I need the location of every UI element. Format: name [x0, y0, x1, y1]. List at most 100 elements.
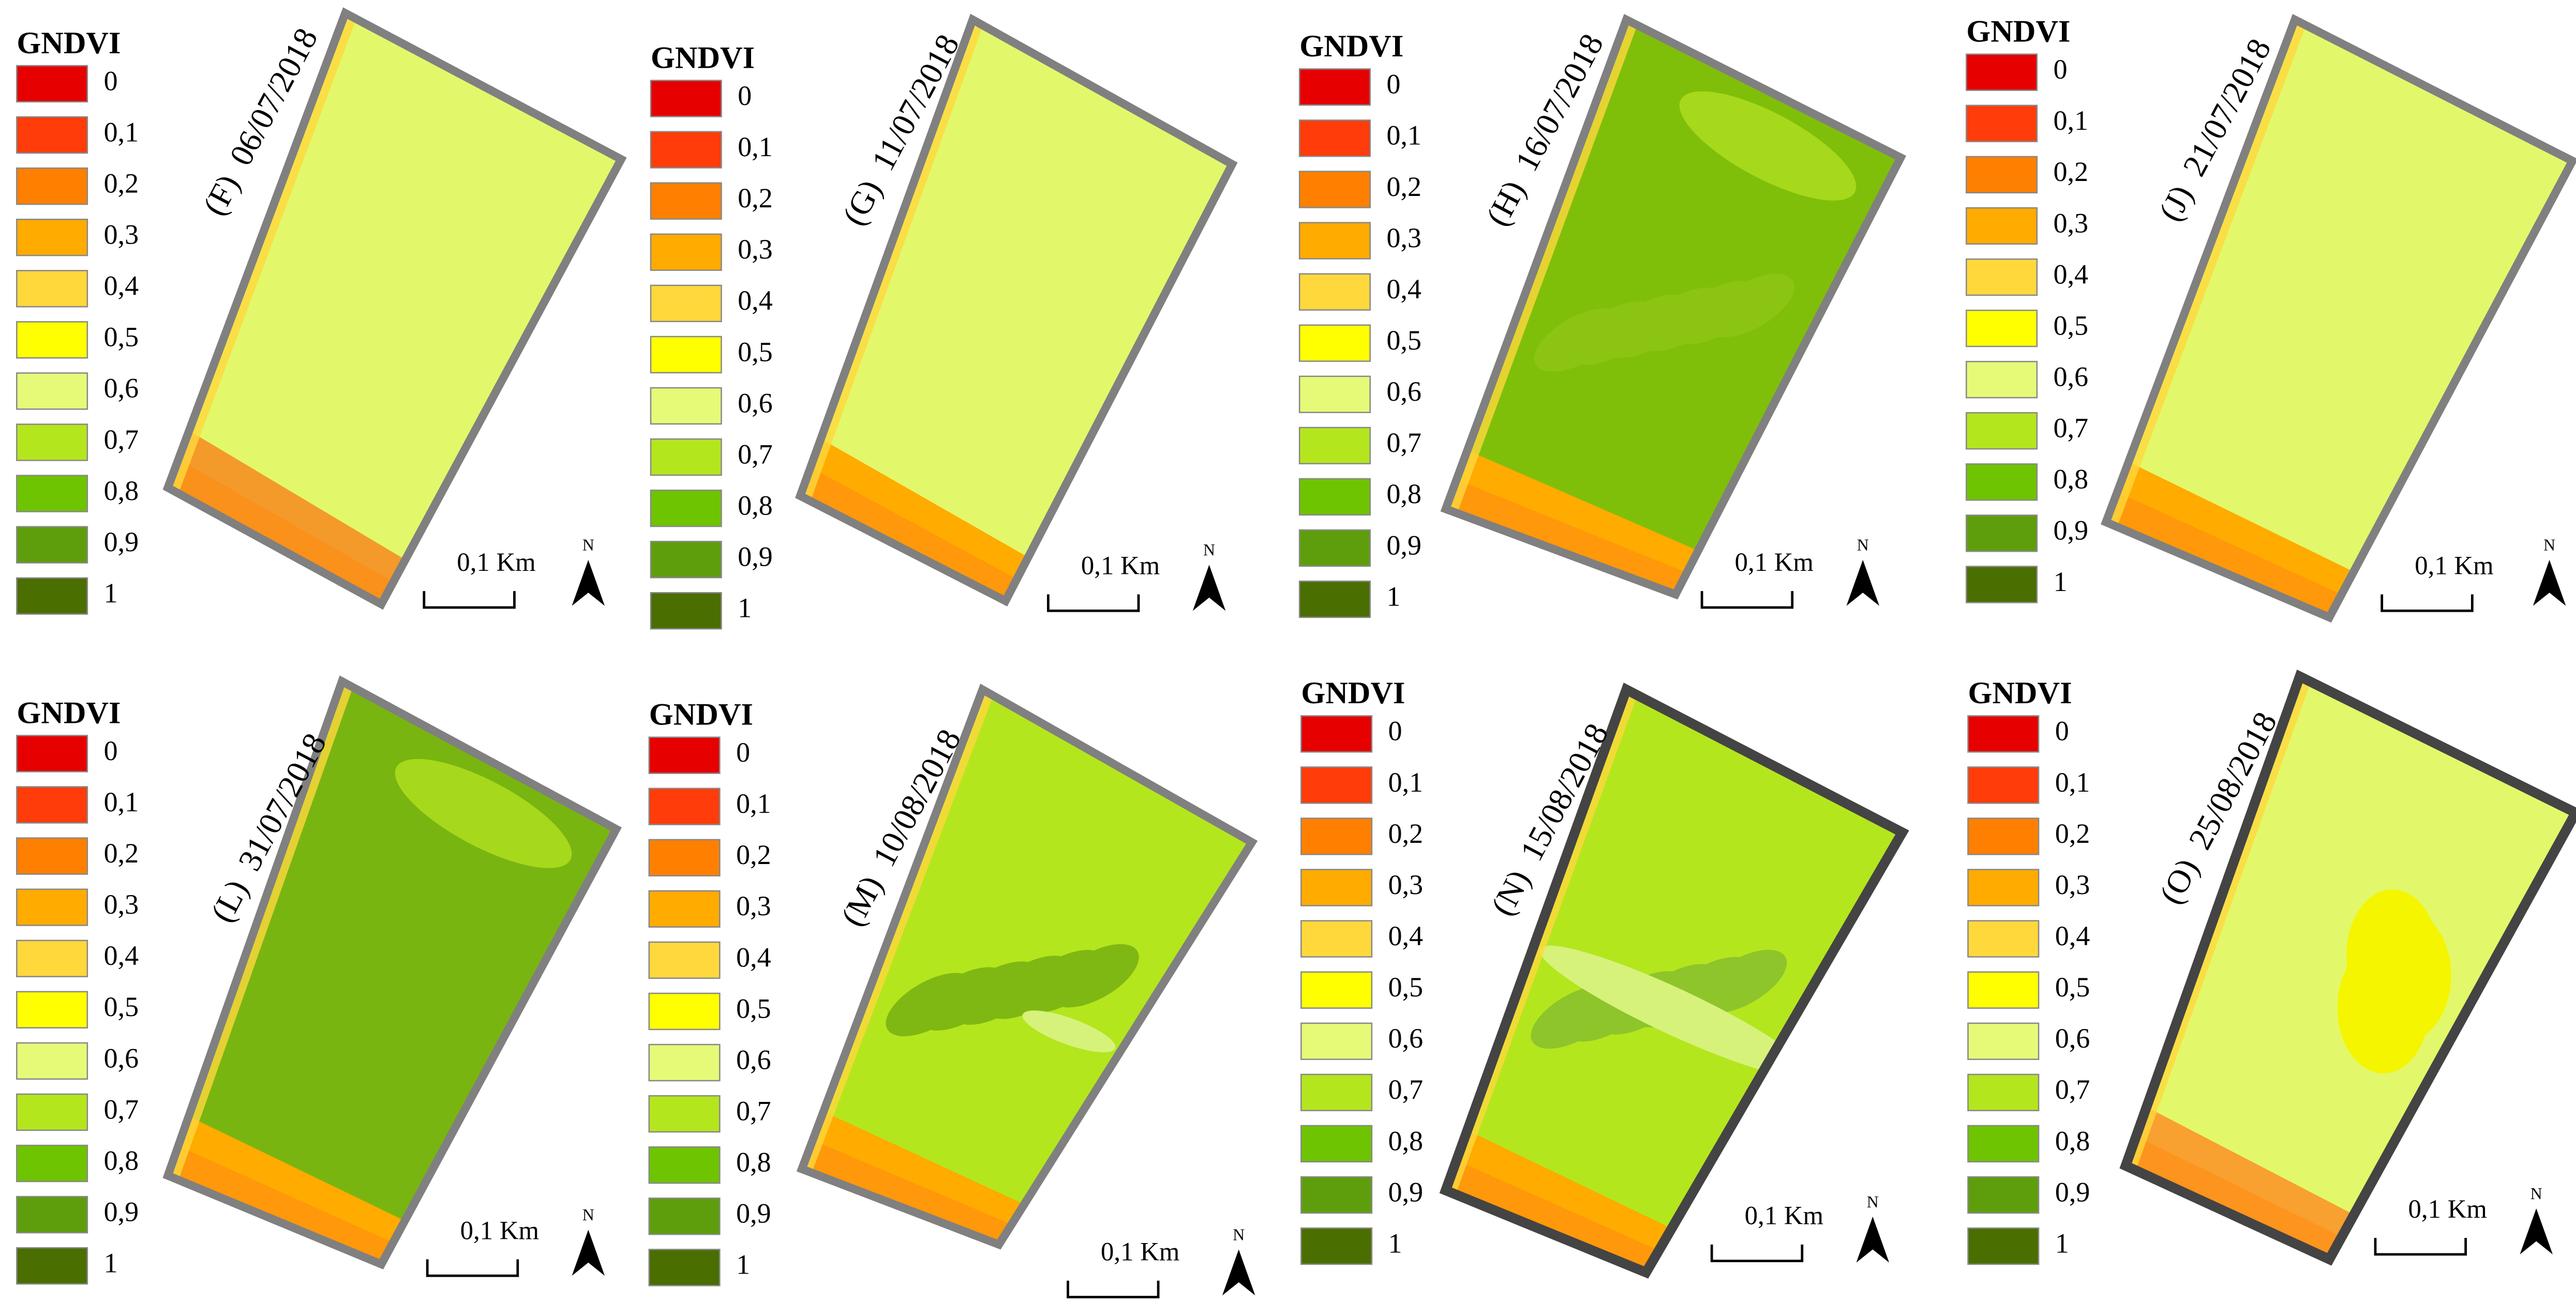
legend-swatch — [17, 992, 87, 1028]
panel-letter: (J) — [2151, 179, 2200, 227]
scale-label: 0,1 Km — [1735, 548, 1814, 577]
legend-label: 0,3 — [2054, 207, 2088, 238]
field — [802, 690, 1252, 1245]
legend-swatch — [1968, 870, 2039, 906]
field — [1446, 20, 1901, 594]
legend-label: 0,7 — [104, 424, 139, 455]
panel-letter: (M) — [833, 870, 890, 932]
legend-label: 0,9 — [1388, 1176, 1423, 1207]
legend-swatch — [651, 337, 722, 373]
north-label: N — [1203, 541, 1215, 559]
map-panel: (M)10/08/2018GNDVI00,10,20,30,40,50,60,7… — [649, 690, 1255, 1297]
legend-swatch — [1301, 1126, 1372, 1162]
legend-swatch — [1966, 54, 2037, 90]
legend-swatch — [1966, 157, 2037, 193]
north-arrow — [1193, 565, 1226, 611]
legend-label: 0,6 — [2054, 361, 2088, 392]
legend-label: 0,3 — [104, 219, 139, 250]
field — [2106, 20, 2572, 617]
legend-label: 0,1 — [104, 786, 139, 817]
legend-swatch — [1966, 208, 2037, 244]
legend-swatch — [651, 439, 722, 475]
legend-label: 0,8 — [1388, 1125, 1423, 1156]
map-panel: (N)15/08/2018GNDVI00,10,20,30,40,50,60,7… — [1301, 676, 1902, 1273]
legend-label: 0,1 — [104, 116, 139, 147]
legend-label: 0,2 — [2055, 818, 2090, 849]
north-label: N — [582, 1206, 594, 1224]
map-panel: (J)21/07/2018GNDVI00,10,20,30,40,50,60,7… — [1966, 14, 2572, 617]
legend-label: 0 — [2055, 716, 2069, 747]
legend-label: 0,1 — [2055, 767, 2090, 798]
legend-swatch — [1968, 1228, 2039, 1264]
legend-swatch — [1301, 819, 1372, 855]
legend-label: 0,3 — [738, 234, 772, 265]
legend-swatch — [1966, 310, 2037, 346]
north-label: N — [582, 536, 594, 554]
legend-label: 0,8 — [1387, 478, 1421, 509]
legend-swatch — [1299, 376, 1370, 413]
legend-label: 0,8 — [2054, 464, 2088, 495]
legend-label: 0,2 — [1387, 171, 1421, 202]
legend-swatch — [649, 737, 720, 774]
legend-swatch — [651, 593, 722, 629]
legend-swatch — [1299, 530, 1370, 566]
north-label: N — [1867, 1193, 1879, 1211]
legend-label: 0,7 — [104, 1094, 139, 1125]
legend-label: 1 — [2054, 566, 2068, 597]
legend-label: 0,7 — [738, 438, 772, 470]
legend-label: 1 — [1387, 581, 1401, 612]
legend-swatch — [1299, 581, 1370, 617]
legend-label: 0,5 — [2055, 972, 2090, 1003]
legend-swatch — [649, 891, 720, 927]
legend-swatch — [651, 183, 722, 219]
legend-swatch — [1301, 1228, 1372, 1264]
panel-letter: (F) — [196, 169, 247, 221]
legend-swatch — [17, 1197, 87, 1233]
legend-swatch — [1968, 921, 2039, 957]
scale-bar — [2382, 594, 2473, 611]
legend-swatch — [649, 1249, 720, 1285]
legend-swatch — [17, 1145, 87, 1182]
legend-label: 0 — [736, 737, 750, 768]
legend-label: 0,1 — [738, 131, 772, 162]
map-panel: (G)11/07/2018GNDVI00,10,20,30,40,50,60,7… — [651, 20, 1232, 629]
north-label: N — [1857, 536, 1869, 554]
legend-swatch — [651, 234, 722, 270]
legend-label: 0,4 — [2055, 920, 2090, 951]
legend-label: 0,4 — [738, 285, 772, 316]
figure: (F)06/07/2018GNDVI00,10,20,30,40,50,60,7… — [0, 0, 2576, 1302]
legend-label: 0,2 — [104, 838, 139, 869]
scale-bar — [1712, 1245, 1802, 1261]
legend-label: 0,8 — [2055, 1125, 2090, 1156]
legend-label: 0,6 — [104, 1042, 139, 1073]
legend-title: GNDVI — [17, 26, 121, 60]
legend-swatch — [1968, 1177, 2039, 1213]
legend-label: 0,4 — [2054, 259, 2088, 290]
legend-label: 0,6 — [1388, 1023, 1423, 1054]
legend-label: 0,9 — [736, 1198, 771, 1229]
legend-swatch — [17, 889, 87, 926]
north-arrow — [572, 560, 605, 606]
legend-label: 0,2 — [104, 168, 139, 199]
vegetation-patch — [2338, 942, 2430, 1073]
scale-label: 0,1 Km — [457, 548, 535, 577]
scale-bar — [1048, 594, 1139, 611]
legend-label: 0,6 — [1387, 376, 1421, 407]
legend-label: 0,1 — [736, 788, 771, 819]
north-arrow — [572, 1230, 605, 1276]
legend-label: 0,5 — [104, 991, 139, 1022]
legend-label: 0,5 — [736, 993, 771, 1024]
scale-label: 0,1 Km — [1081, 551, 1160, 580]
legend-swatch — [17, 578, 87, 614]
legend-swatch — [1299, 479, 1370, 515]
legend-label: 0,9 — [2055, 1176, 2090, 1207]
scale-bar — [1068, 1281, 1159, 1297]
legend-swatch — [1968, 819, 2039, 855]
legend-swatch — [649, 1198, 720, 1234]
scale-label: 0,1 Km — [2408, 1194, 2487, 1223]
legend-label: 0,7 — [1387, 427, 1421, 458]
legend-swatch — [17, 168, 87, 204]
panel-letter: (O) — [2152, 852, 2206, 910]
legend-swatch — [649, 1096, 720, 1132]
legend-swatch — [17, 736, 87, 772]
